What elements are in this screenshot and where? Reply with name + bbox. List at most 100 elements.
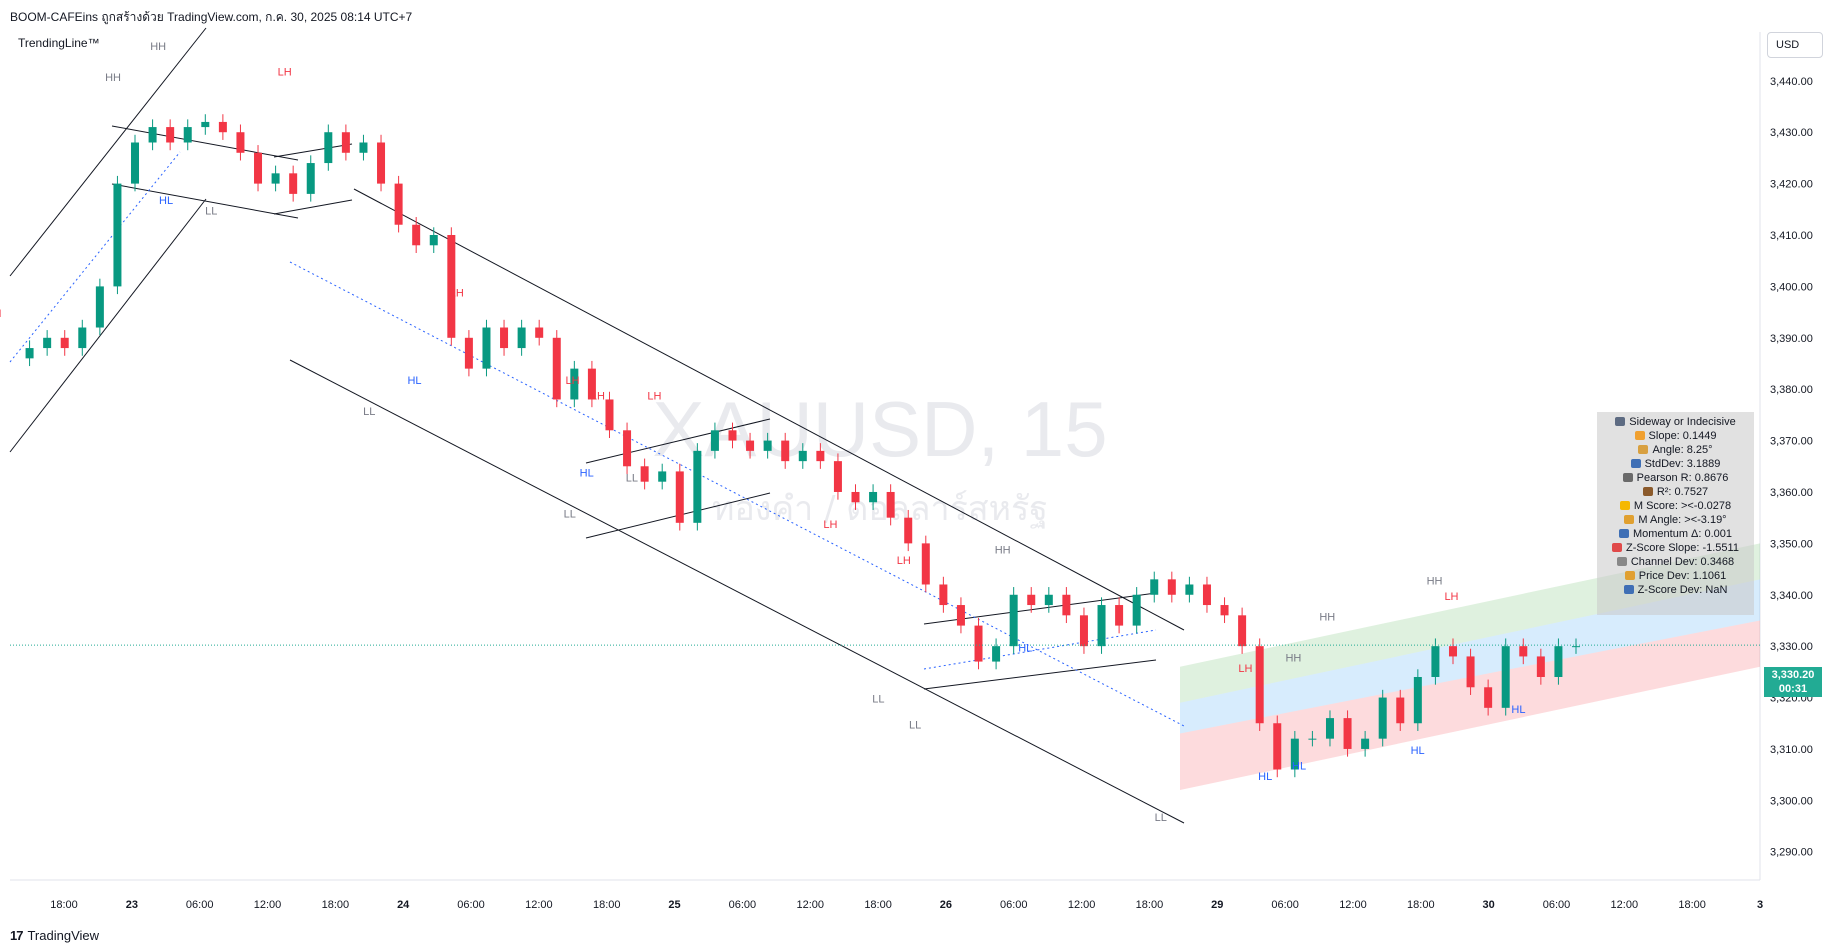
indicator-label[interactable]: TrendingLine™: [18, 36, 100, 50]
candle-body: [746, 440, 755, 451]
x-tick-label: 18:00: [50, 899, 78, 911]
swing-label-lh: LH: [591, 390, 605, 402]
stats-row-text: Sideway or Indecisive: [1629, 416, 1736, 428]
candle-body: [1132, 594, 1141, 626]
x-tick-label: 12:00: [796, 899, 824, 911]
current-price-value: 3,330.20: [1771, 669, 1815, 681]
channel-line: [585, 418, 771, 464]
stats-row: Price Dev: 1.1061: [1597, 569, 1754, 583]
candle-body: [1343, 718, 1352, 749]
x-tick-label: 06:00: [1543, 899, 1571, 911]
stats-row-text: Z-Score Slope: -1.5511: [1626, 542, 1739, 554]
candle-body: [904, 517, 913, 544]
stats-row: R²: 0.7527: [1597, 485, 1754, 499]
candle-body: [464, 337, 473, 369]
y-tick-label: 3,440.00: [1770, 76, 1813, 88]
swing-label-ll: LL: [363, 406, 375, 418]
candle-body: [939, 584, 948, 606]
stats-row: Pearson R: 0.8676: [1597, 471, 1754, 485]
candle-body: [623, 430, 632, 467]
x-tick-label: 25: [668, 899, 680, 911]
candle-body: [1097, 605, 1106, 647]
candle-body: [921, 543, 930, 585]
swing-label-hl: HL: [1511, 704, 1525, 716]
stats-row-text: M Score: ><-0.0278: [1633, 500, 1732, 512]
candle-body: [1185, 584, 1194, 595]
swing-label-ll: LL: [909, 719, 921, 731]
candle-body: [412, 224, 421, 246]
candle-body: [271, 173, 280, 184]
y-tick-label: 3,330.00: [1770, 641, 1813, 653]
x-tick-label: 12:00: [1339, 899, 1367, 911]
candle-body: [377, 142, 386, 184]
x-tick-label: 18:00: [1678, 899, 1706, 911]
y-tick-label: 3,340.00: [1770, 590, 1813, 602]
stats-row: M Angle: ><-3.19°: [1597, 513, 1754, 527]
candle-body: [833, 461, 842, 492]
stats-row: Angle: 8.25°: [1597, 443, 1754, 457]
candle-body: [1308, 738, 1317, 740]
candle-body: [166, 127, 175, 143]
thermometer-icon: [1616, 557, 1627, 566]
trend-dotted-line: [923, 629, 1157, 670]
candle-body: [1466, 656, 1475, 688]
stats-row: Z-Score Dev: NaN: [1597, 583, 1754, 597]
candle-body: [992, 646, 1001, 662]
swing-label-hl: HL: [1411, 745, 1425, 757]
candle-body: [148, 127, 157, 143]
swing-label-lh: LH: [823, 519, 837, 531]
y-tick-label: 3,430.00: [1770, 127, 1813, 139]
x-tick-label: 18:00: [593, 899, 621, 911]
swing-label-lh: LH: [647, 390, 661, 402]
swing-label-ll: LL: [205, 205, 217, 217]
swing-label-lh: LH: [897, 555, 911, 567]
swing-label-hh: HH: [1427, 575, 1443, 587]
swing-label-hl: HL: [1292, 761, 1306, 773]
currency-selector[interactable]: USD: [1767, 32, 1823, 58]
candle-body: [605, 399, 614, 431]
channel-line: [923, 659, 1157, 690]
candle-body: [1448, 646, 1457, 657]
x-tick-label: 18:00: [322, 899, 350, 911]
candle-body: [341, 132, 350, 153]
swing-label-lh: LH: [1238, 663, 1252, 675]
trend-dotted-line: [9, 151, 181, 363]
candle-body: [1167, 579, 1176, 595]
swing-label-ll: LL: [872, 694, 884, 706]
top-bar: BOOM-CAFEins ถูกสร้างด้วย TradingView.co…: [0, 0, 1835, 30]
candle-body: [763, 440, 772, 451]
y-tick-label: 3,410.00: [1770, 230, 1813, 242]
tradingview-logo[interactable]: 17 TradingView: [10, 928, 99, 943]
candle-body: [1431, 646, 1440, 677]
stats-row-text: StdDev: 3.1889: [1644, 458, 1721, 470]
channel-line: [273, 143, 353, 158]
x-tick-label: 30: [1483, 899, 1495, 911]
candle-body: [1079, 615, 1088, 647]
stats-row-text: Price Dev: 1.1061: [1638, 570, 1727, 582]
candle-body: [1484, 687, 1493, 708]
stats-row-text: M Angle: ><-3.19°: [1638, 514, 1727, 526]
abacus-icon: [1642, 487, 1653, 496]
x-tick-label: 24: [397, 899, 410, 911]
candle-body: [1062, 594, 1071, 616]
candle-body: [447, 235, 456, 338]
swing-label-hh: HH: [1319, 611, 1335, 623]
swing-label-hh: HH: [105, 72, 121, 84]
candle-body: [535, 327, 544, 338]
stats-row-text: Momentum Δ: 0.001: [1632, 528, 1733, 540]
candle-body: [1255, 646, 1264, 724]
candle-body: [201, 121, 210, 128]
candle-body: [1273, 723, 1282, 770]
watermark-symbol: XAUUSD, 15: [652, 385, 1107, 473]
stats-row-text: Z-Score Dev: NaN: [1637, 584, 1728, 596]
y-tick-label: 3,290.00: [1770, 847, 1813, 859]
swing-label-ll: LL: [626, 473, 638, 485]
candle-body: [956, 605, 965, 626]
candle-body: [869, 491, 878, 503]
x-tick-label: 3: [1757, 899, 1763, 911]
candle-body: [570, 368, 579, 400]
y-tick-label: 3,400.00: [1770, 281, 1813, 293]
stats-row-text: Pearson R: 0.8676: [1636, 472, 1729, 484]
candle-body: [1572, 646, 1580, 648]
